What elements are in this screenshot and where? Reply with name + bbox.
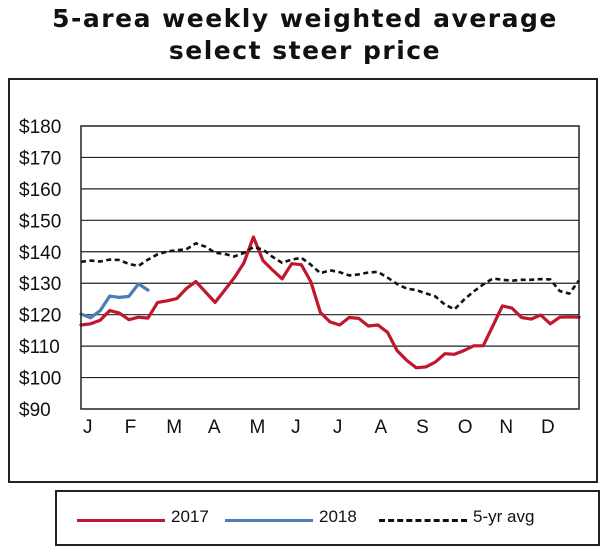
x-tick-label-month: F bbox=[125, 417, 137, 438]
x-tick-label-month: J bbox=[291, 417, 301, 438]
legend-line-2018 bbox=[225, 519, 313, 522]
legend-label-2018: 2018 bbox=[319, 507, 357, 526]
chart-title-line-1: 5-area weekly weighted average bbox=[52, 4, 558, 33]
x-tick-label-month: M bbox=[250, 417, 266, 438]
legend-line-5yr-avg bbox=[379, 519, 467, 522]
series-line-5-yr-avg bbox=[80, 242, 581, 311]
legend-line-2017 bbox=[77, 519, 165, 522]
y-tick-label: $180 bbox=[19, 117, 61, 138]
y-tick-label: $100 bbox=[19, 369, 61, 390]
x-tick-label-month: J bbox=[333, 417, 343, 438]
x-tick-label-month: M bbox=[166, 417, 182, 438]
y-tick-label: $170 bbox=[19, 148, 61, 169]
x-tick-label-month: D bbox=[541, 417, 555, 438]
y-tick-label: $140 bbox=[19, 243, 61, 264]
legend-label-2017: 2017 bbox=[171, 507, 209, 526]
grid bbox=[81, 156, 579, 379]
chart-title-line-2: select steer price bbox=[168, 36, 442, 65]
x-tick-label-month: A bbox=[374, 417, 387, 438]
legend: 2017 2018 5-yr avg bbox=[55, 490, 600, 546]
series-line-2017 bbox=[79, 235, 581, 370]
y-tick-label: $130 bbox=[19, 274, 61, 295]
y-axis-ticks: $90 $100 $110 $120 $130 $140 $150 $160 $170 $180 bbox=[19, 117, 61, 421]
series bbox=[79, 235, 581, 370]
y-tick-label: $120 bbox=[19, 306, 61, 327]
y-tick-label: $160 bbox=[19, 180, 61, 201]
x-tick-label-month: J bbox=[83, 417, 93, 438]
x-tick-label-month: A bbox=[208, 417, 221, 438]
plot-frame bbox=[80, 125, 580, 410]
legend-label-5yr-avg: 5-yr avg bbox=[473, 507, 535, 526]
y-tick-label: $110 bbox=[19, 337, 60, 358]
x-tick-label-month: S bbox=[416, 417, 429, 438]
series-line-2018 bbox=[79, 282, 150, 320]
y-tick-label: $150 bbox=[19, 211, 61, 232]
y-tick-label: $90 bbox=[19, 400, 51, 421]
x-tick-label-month: O bbox=[458, 417, 473, 438]
chart-panel: $90 $100 $110 $120 $130 $140 $150 $160 $170 $180 … bbox=[8, 78, 598, 483]
line-chart: $90$100$110$120$130$140$150$160$170$180 … bbox=[19, 117, 581, 438]
x-tick-label-month: N bbox=[499, 417, 513, 438]
